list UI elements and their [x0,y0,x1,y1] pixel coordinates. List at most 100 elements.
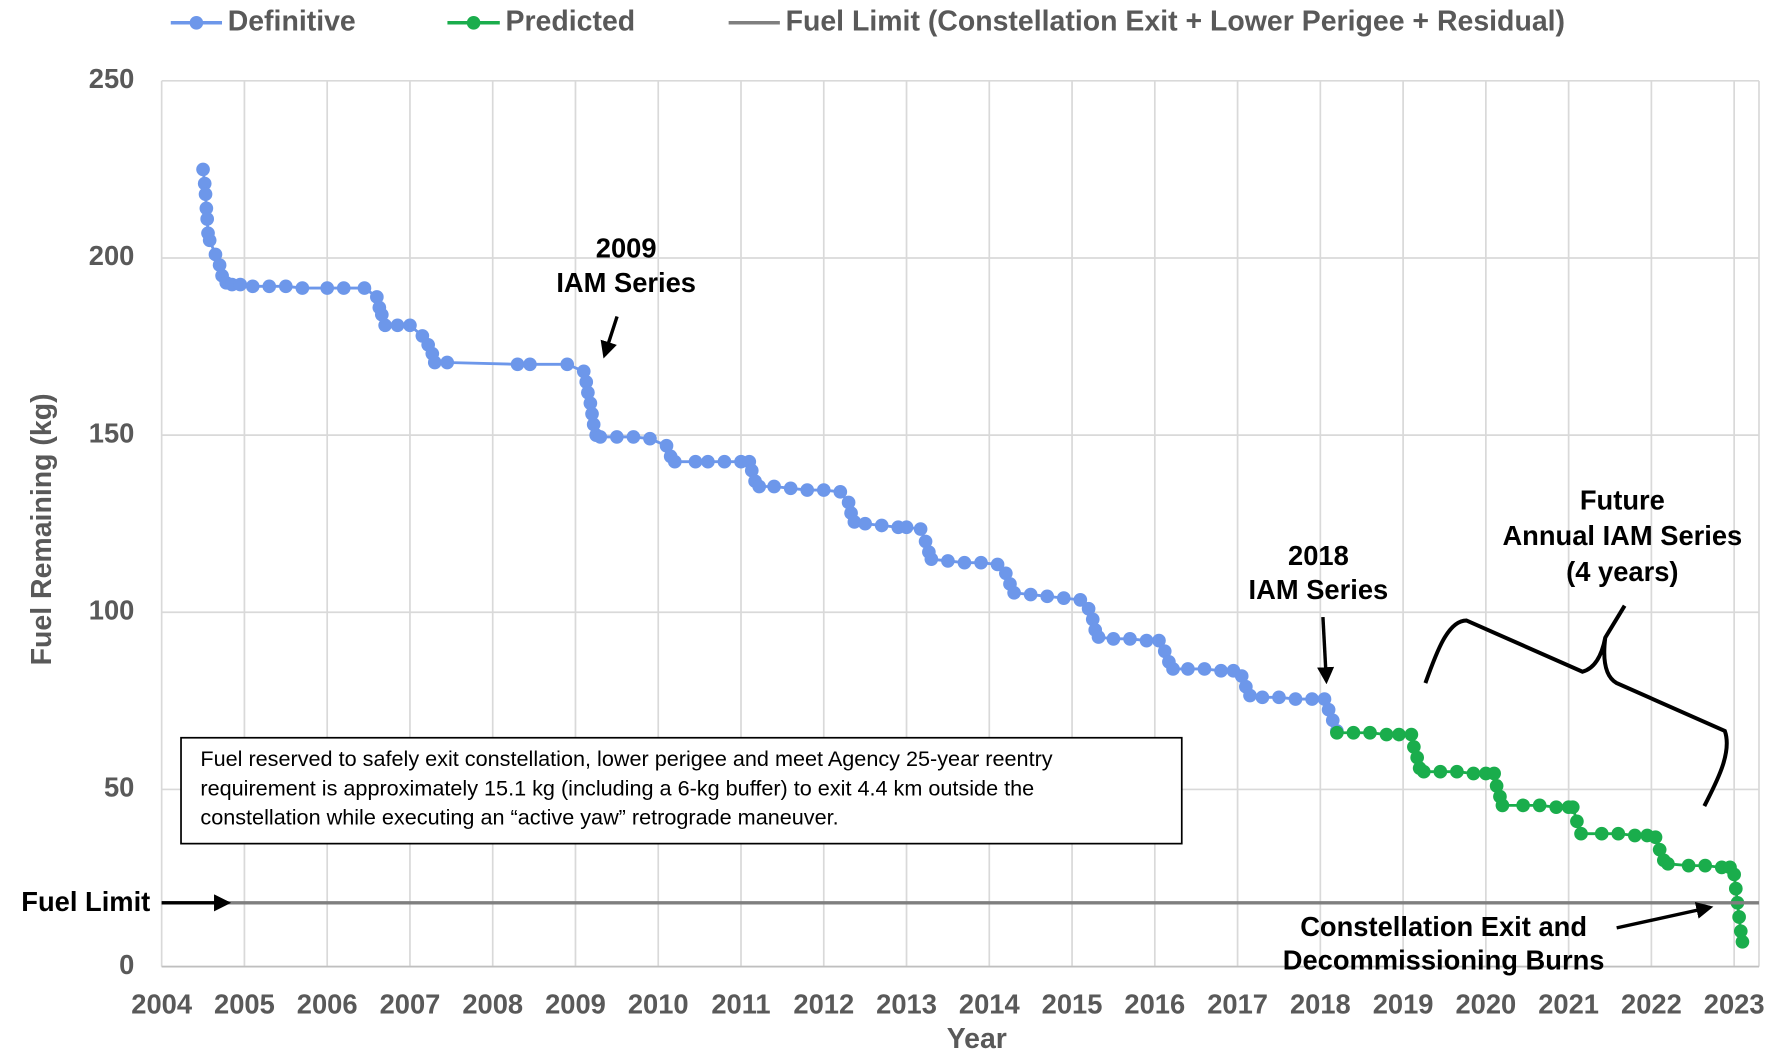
y-tick-label: 250 [89,63,135,94]
data-point [208,247,223,262]
arrow [600,315,619,359]
data-point [1085,612,1100,627]
data-point [1732,910,1746,924]
data-point [1214,663,1228,678]
x-tick-label: 2023 [1704,989,1765,1020]
data-point [1570,814,1584,829]
data-point [1091,630,1106,644]
grid: 0 50 100 150 200 250 2004 2005 2006 2007 2008 2009 2… [26,5,1765,1050]
data-point [1516,798,1530,813]
data-point [626,430,641,444]
data-point [593,430,608,444]
data-point [262,279,277,294]
data-point [1157,644,1172,659]
annotation: 2018 [1288,540,1349,571]
data-point [1495,798,1510,813]
data-point [610,430,624,444]
x-tick-label: 2016 [1124,989,1185,1020]
marks [161,162,1759,949]
data-point [847,515,862,529]
data-point [1073,593,1088,607]
data-point [1139,633,1154,648]
data-point [212,258,227,272]
data-point [1123,632,1137,646]
data-point [1325,713,1340,728]
annotation: Future [1580,484,1665,515]
data-point [1410,750,1425,765]
data-point [1416,764,1431,779]
x-tick-label: 2020 [1455,989,1516,1020]
x-tick-label: 2015 [1042,989,1103,1020]
data-point [1305,692,1319,706]
annotation: (4 years) [1566,556,1678,587]
data-point [941,554,955,568]
data-point [1040,589,1055,604]
data-point [357,281,372,295]
data-point [1407,740,1421,754]
data-point [1661,857,1675,871]
data-point [199,201,214,216]
data-point [1197,662,1212,676]
annotation: 2009 [596,233,657,264]
x-tick-label: 2006 [297,989,358,1020]
data-point [858,516,872,531]
x-tick-label: 2021 [1538,989,1599,1020]
data-point [1450,764,1464,779]
legend-marker [466,15,481,30]
data-point [1363,725,1377,740]
data-point [1489,779,1504,793]
data-point [581,385,595,400]
note-text: Fuel reserved to safely exit constellati… [200,746,1052,771]
data-point [1392,727,1406,742]
data-point [1321,702,1336,717]
data-point [1733,924,1748,938]
data-point [643,431,657,446]
y-tick-label: 50 [104,772,134,803]
data-point [688,454,703,469]
annotation: Decommissioning Burns [1283,944,1605,975]
x-tick-label: 2011 [711,989,770,1020]
data-point [560,357,575,372]
data-point [767,479,781,494]
x-tick-label: 2017 [1207,989,1268,1020]
x-tick-label: 2014 [959,989,1021,1020]
data-point [586,417,601,432]
data-point [1549,800,1564,814]
data-point [295,281,310,295]
data-point [752,479,767,494]
x-tick-label: 2022 [1621,989,1682,1020]
data-point [1565,800,1580,814]
x-tick-label: 2013 [876,989,937,1020]
y-tick-label: 150 [89,417,135,448]
data-point [717,454,732,469]
data-point [1466,766,1481,781]
y-axis-title: Fuel Remaining (kg) [26,393,58,665]
data-point [1379,727,1394,742]
data-point [1181,662,1195,676]
data-point [336,281,351,295]
data-point [667,454,682,469]
annotation: IAM Series [556,267,696,298]
y-tick-label: 100 [89,595,135,626]
x-tick-label: 2009 [545,989,606,1020]
data-point [1648,830,1663,845]
data-point [913,522,928,536]
data-point [320,281,335,295]
data-point [202,233,217,248]
arrow [1317,616,1335,685]
data-point [1272,690,1286,705]
legend-label: Fuel Limit (Constellation Exit + Lower P… [786,5,1565,37]
data-point [1346,725,1361,740]
x-tick-label: 2008 [462,989,523,1020]
x-tick-label: 2007 [380,989,441,1020]
data-point [1735,934,1750,949]
y-tick-label: 200 [89,240,135,271]
data-point [1594,826,1609,841]
data-point [1152,633,1166,648]
data-point [924,552,939,566]
data-point [1628,828,1642,843]
note-text: requirement is approximately 15.1 kg (in… [200,775,1034,800]
note-box [180,736,1183,845]
annotation: Constellation Exit and [1300,911,1587,942]
